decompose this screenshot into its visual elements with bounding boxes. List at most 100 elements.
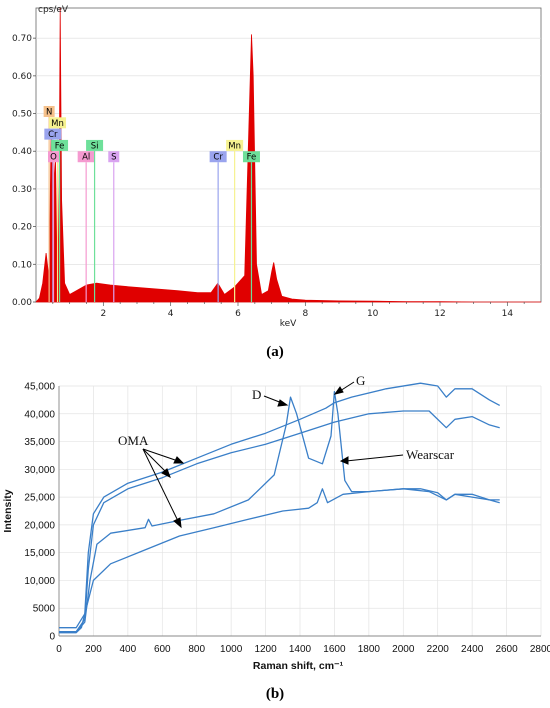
panel-a-x-tick-label: 12: [434, 309, 445, 319]
panel-b-y-tick-label: 10,000: [24, 576, 55, 587]
element-marker-label: Mn: [51, 119, 64, 129]
panel-b-gridlines: [58, 385, 542, 636]
panel-a-plot-area: [35, 7, 542, 303]
panel-a-x-tick-label: 2: [100, 309, 106, 319]
panel-a-x-tick-label: 8: [302, 309, 308, 319]
annotation-oma: OMA: [118, 433, 149, 448]
element-marker-box: [44, 128, 62, 140]
element-marker-box: [49, 117, 67, 129]
panel-a-y-tick-label: 0.70: [12, 34, 32, 44]
panel-b-x-tick-label: 400: [120, 644, 137, 655]
panel-b-x-ticks: 0 200 400 600 800 1000 1200 1400 1600 1800 2000 220…: [56, 644, 550, 655]
panel-b-x-tick-label: 800: [188, 644, 205, 655]
element-marker-box: [77, 151, 95, 163]
panel-b-x-tick-label: 2000: [392, 644, 415, 655]
panel-b-x-tick-label: 200: [85, 644, 102, 655]
element-marker-label: Fe: [247, 153, 257, 163]
panel-b-chart: 0 5000 10,000 15,000 20,000 25,000 30,000 35,00…: [2, 373, 550, 672]
panel-b-y-axis-label: Intensity: [2, 489, 14, 532]
panel-a-y-axis-label: cps/eV: [38, 5, 69, 15]
panel-a-y-tick-label: 0.60: [12, 72, 32, 82]
element-marker-o: O: [48, 151, 60, 302]
panel-b-annotations: OMA D G Wearscar: [118, 373, 455, 529]
panel-a-x-axis-label: keV: [280, 319, 297, 329]
element-marker-si: Si: [86, 139, 104, 302]
element-marker-box: [242, 151, 260, 163]
panel-b-y-ticks: 0 5000 10,000 15,000 20,000 25,000 30,000 35,00…: [24, 382, 55, 643]
panel-a-x-tick-label: 6: [235, 309, 241, 319]
panel-b-x-tick-label: 2200: [427, 644, 450, 655]
element-marker-label: Cr: [48, 130, 58, 140]
annotation-wearscar: Wearscar: [406, 447, 455, 462]
panel-b-x-tick-label: 2400: [461, 644, 484, 655]
panel-b-x-tick-label: 2800: [530, 644, 550, 655]
panel-b-x-axis-label: Raman shift, cm⁻¹: [253, 660, 344, 672]
panel-b-y-tick-label: 35,000: [24, 437, 55, 448]
panel-b-x-tick-label: 1600: [323, 644, 346, 655]
element-marker-box: [108, 151, 120, 163]
panel-b-y-tick-label: 0: [49, 632, 55, 643]
panel-a-y-tick-label: 0.50: [12, 110, 32, 120]
panel-a-y-tick-label: 0.20: [12, 223, 32, 233]
element-marker-box: [48, 151, 60, 163]
panel-b-y-tick-label: 5000: [33, 604, 56, 615]
element-marker-label: Si: [91, 141, 99, 151]
element-marker-label: Cr: [213, 153, 223, 163]
panel-b-x-tick-label: 0: [56, 644, 62, 655]
panel-a-y-tick-label: 0.30: [12, 185, 32, 195]
element-marker-box: [226, 139, 244, 151]
element-marker-box: [43, 106, 55, 117]
element-marker-box: [51, 139, 69, 151]
panel-a-y-tick-label: 0.10: [12, 260, 32, 270]
panel-a-y-ticks: 0.00 0.10 0.20 0.30 0.40 0.50 0.60 0.70: [12, 34, 36, 308]
element-marker-label: O: [50, 153, 57, 163]
panel-b-y-tick-label: 20,000: [24, 520, 55, 531]
element-marker-label: N: [46, 108, 52, 118]
panel-b-y-tick-label: 25,000: [24, 493, 55, 504]
panel-b-x-tick-label: 1200: [254, 644, 277, 655]
element-marker-mn: Mn: [226, 139, 244, 302]
element-marker-fe: Fe: [51, 139, 69, 302]
panel-b-axes: [58, 386, 541, 637]
panel-b-x-tick-label: 2600: [495, 644, 518, 655]
element-marker-label: Fe: [55, 141, 65, 151]
panel-a-x-tick-label: 14: [502, 309, 514, 319]
panel-b-x-tick-label: 1000: [220, 644, 243, 655]
element-marker-s: S: [108, 151, 120, 302]
annotation-d: D: [252, 387, 261, 402]
annotation-g: G: [356, 373, 365, 388]
panel-b-y-tick-label: 45,000: [24, 382, 55, 393]
annotation-arrows: [142, 381, 404, 529]
raman-series-line-3: [59, 390, 500, 633]
element-marker-al: Al: [77, 151, 95, 302]
panel-b-caption: (b): [266, 686, 284, 702]
panel-b-y-tick-label: 40,000: [24, 409, 55, 420]
element-marker-cr: Cr: [209, 151, 227, 302]
element-marker-box: [86, 139, 104, 151]
element-marker-label: S: [111, 153, 116, 163]
panel-a-y-tick-label: 0.00: [12, 298, 32, 308]
panel-b-x-tick-label: 1800: [358, 644, 381, 655]
element-marker-fe: Fe: [242, 151, 260, 302]
element-marker-cr: Cr: [44, 128, 62, 302]
panel-b-series-lines: [59, 382, 501, 634]
panel-b-x-tick-label: 1400: [289, 644, 312, 655]
panel-a-x-tick-label: 10: [367, 309, 379, 319]
element-marker-label: Mn: [228, 141, 241, 151]
panel-a-caption: (a): [266, 344, 284, 360]
raman-series-line-4: [59, 488, 500, 634]
element-marker-label: Al: [82, 153, 90, 163]
panel-a-y-tick-label: 0.40: [12, 147, 32, 157]
panel-b-y-tick-label: 15,000: [24, 548, 55, 559]
element-marker-box: [209, 151, 227, 163]
raman-series-line-1: [59, 382, 501, 629]
element-marker-n: N: [43, 106, 55, 302]
panel-a-x-tick-label: 4: [168, 309, 174, 319]
panel-b-x-tick-label: 600: [154, 644, 171, 655]
raman-series-line-2: [59, 410, 500, 633]
panel-b-y-tick-label: 30,000: [24, 465, 55, 476]
panel-a-x-ticks: 2 4 6 8 10 12 14: [52, 302, 525, 319]
